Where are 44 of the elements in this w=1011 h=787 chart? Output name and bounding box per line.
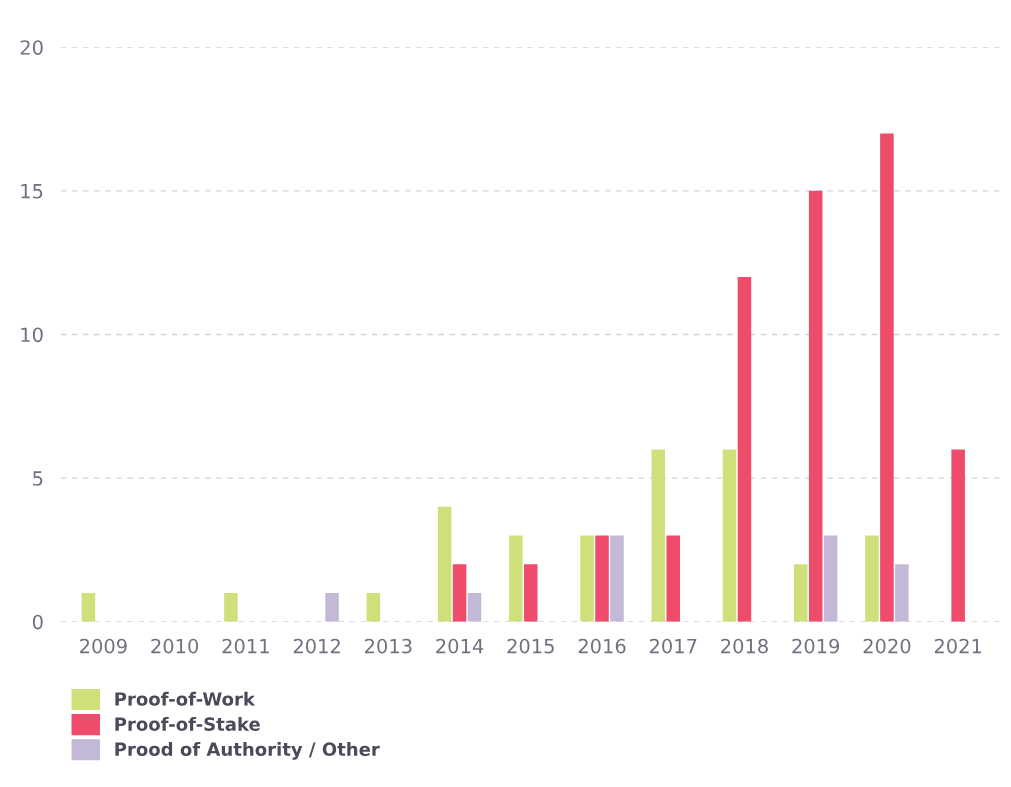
x-tick-label: 2010 <box>151 638 199 654</box>
legend-label: Prood of Authority / Other <box>115 742 380 760</box>
bar <box>808 190 823 622</box>
bar <box>509 535 523 622</box>
bar <box>722 449 737 622</box>
x-tick-label: 2016 <box>578 638 626 654</box>
bar <box>865 535 879 622</box>
x-tick-label: 2013 <box>365 638 412 654</box>
bar <box>437 506 452 622</box>
y-tick-label: 0 <box>32 614 43 630</box>
bar <box>895 564 909 622</box>
x-tick-label: 2015 <box>507 638 554 654</box>
x-tick-label: 2018 <box>721 638 768 654</box>
x-tick-label: 2014 <box>436 638 484 654</box>
bar <box>524 564 538 622</box>
bar <box>580 535 594 622</box>
x-tick-label: 2021 <box>934 638 982 654</box>
bar <box>737 277 752 622</box>
y-tick-label: 5 <box>33 471 43 486</box>
bar <box>880 133 894 622</box>
x-tick-label: 2017 <box>649 638 697 654</box>
x-tick-label: 2020 <box>863 638 911 654</box>
x-tick-label: 2012 <box>293 638 340 654</box>
bar <box>325 593 339 622</box>
legend-label: Proof-of-Work <box>115 691 256 706</box>
y-tick-label: 15 <box>21 184 43 199</box>
bar <box>452 564 467 622</box>
bar <box>467 593 482 622</box>
bar <box>610 535 624 622</box>
x-tick-label: 2011 <box>222 638 269 654</box>
bar <box>793 564 808 622</box>
y-tick-label: 20 <box>20 40 43 55</box>
legend-label: Proof-of-Stake <box>115 716 260 731</box>
y-tick-label: 10 <box>21 327 43 343</box>
bar <box>595 535 609 622</box>
bar <box>666 535 680 622</box>
bar <box>651 449 666 622</box>
x-tick-label: 2019 <box>792 638 840 654</box>
bar <box>81 593 96 622</box>
x-tick-label: 2009 <box>80 638 127 654</box>
bar <box>823 535 838 622</box>
bar <box>951 449 965 622</box>
bar <box>366 593 381 622</box>
bar <box>224 593 238 622</box>
